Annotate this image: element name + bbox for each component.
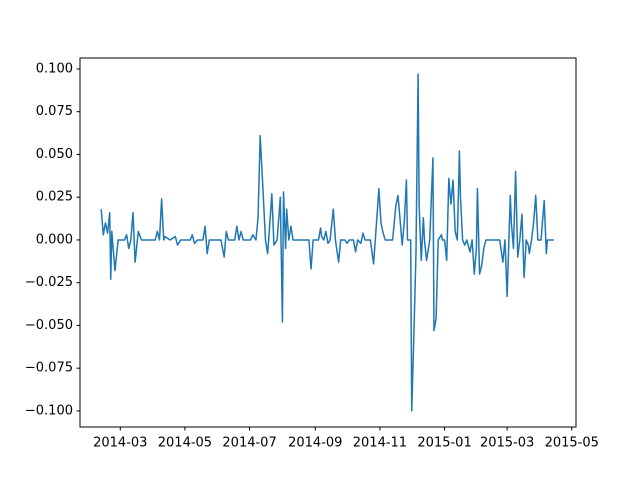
x-tick-label: 2014-03 [93, 436, 147, 451]
x-tick-label: 2014-05 [158, 436, 212, 451]
y-tick-label: −0.075 [25, 361, 73, 376]
y-tick-label: 0.100 [36, 61, 73, 76]
y-tick-label: 0.050 [36, 147, 73, 162]
y-tick-label: 0.025 [36, 190, 73, 205]
x-tick-label: 2015-05 [545, 436, 599, 451]
y-tick-label: −0.100 [25, 403, 73, 418]
x-tick-label: 2014-09 [288, 436, 342, 451]
x-tick-label: 2015-01 [417, 436, 471, 451]
x-tick-label: 2014-07 [222, 436, 276, 451]
y-tick-label: −0.050 [25, 318, 73, 333]
y-tick-label: 0.075 [36, 104, 73, 119]
x-tick-label: 2015-03 [480, 436, 534, 451]
plot-frame [79, 57, 577, 428]
x-tick-label: 2014-11 [353, 436, 407, 451]
line [100, 73, 554, 412]
y-tick-label: −0.025 [25, 275, 73, 290]
y-tick-label: 0.000 [36, 232, 73, 247]
